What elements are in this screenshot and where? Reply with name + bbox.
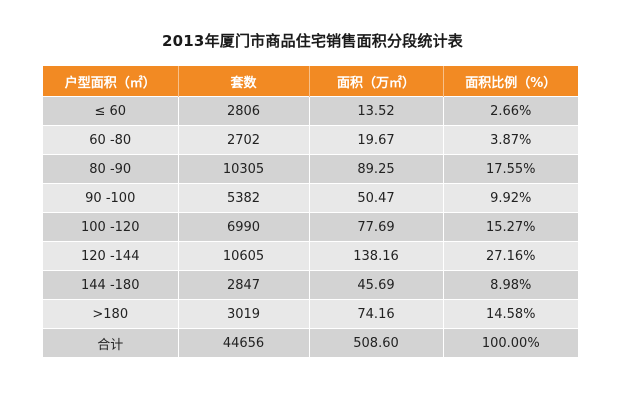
header-area-ratio: 面积比例（%） <box>443 66 578 97</box>
cell-unit-area: 90 -100 <box>43 183 179 213</box>
cell-area: 74.16 <box>309 299 444 329</box>
cell-unit-area: 100 -120 <box>43 212 179 242</box>
cell-units: 10605 <box>178 241 310 271</box>
page-title: 2013年厦门市商品住宅销售面积分段统计表 <box>162 32 463 50</box>
cell-unit-area: 80 -90 <box>43 154 179 184</box>
table-row: 90 -100 5382 50.47 9.92% <box>43 183 578 213</box>
cell-unit-area: 120 -144 <box>43 241 179 271</box>
cell-units: 44656 <box>178 328 310 357</box>
cell-units: 3019 <box>178 299 310 329</box>
cell-units: 2702 <box>178 125 310 155</box>
cell-unit-area: ≤ 60 <box>43 96 179 126</box>
cell-area-ratio: 100.00% <box>443 328 578 357</box>
cell-area: 50.47 <box>309 183 444 213</box>
cell-units: 10305 <box>178 154 310 184</box>
cell-units: 5382 <box>178 183 310 213</box>
cell-area: 19.67 <box>309 125 444 155</box>
header-area: 面积（万㎡） <box>309 66 444 97</box>
cell-unit-area: >180 <box>43 299 179 329</box>
header-row: 户型面积（㎡） 套数 面积（万㎡） 面积比例（%） <box>43 66 578 97</box>
cell-area: 13.52 <box>309 96 444 126</box>
table-row: 100 -120 6990 77.69 15.27% <box>43 212 578 242</box>
cell-area-ratio: 17.55% <box>443 154 578 184</box>
cell-units: 6990 <box>178 212 310 242</box>
header-unit-area: 户型面积（㎡） <box>43 66 179 97</box>
cell-area: 89.25 <box>309 154 444 184</box>
table-row: 80 -90 10305 89.25 17.55% <box>43 154 578 184</box>
cell-units: 2847 <box>178 270 310 300</box>
table-row: ≤ 60 2806 13.52 2.66% <box>43 96 578 126</box>
table-row-total: 合计 44656 508.60 100.00% <box>43 328 578 357</box>
cell-area-ratio: 15.27% <box>443 212 578 242</box>
table-row: 60 -80 2702 19.67 3.87% <box>43 125 578 155</box>
header-units: 套数 <box>178 66 310 97</box>
cell-area: 77.69 <box>309 212 444 242</box>
table-header: 户型面积（㎡） 套数 面积（万㎡） 面积比例（%） <box>43 66 578 97</box>
cell-area: 138.16 <box>309 241 444 271</box>
cell-area-ratio: 3.87% <box>443 125 578 155</box>
table-body: ≤ 60 2806 13.52 2.66% 60 -80 2702 19.67 3.87% 80… <box>43 96 578 357</box>
table-row: 144 -180 2847 45.69 8.98% <box>43 270 578 300</box>
table-row: >180 3019 74.16 14.58% <box>43 299 578 329</box>
table-row: 120 -144 10605 138.16 27.16% <box>43 241 578 271</box>
cell-area-ratio: 9.92% <box>443 183 578 213</box>
cell-unit-area: 144 -180 <box>43 270 179 300</box>
cell-area-ratio: 8.98% <box>443 270 578 300</box>
cell-area-ratio: 27.16% <box>443 241 578 271</box>
cell-unit-area: 合计 <box>43 328 179 357</box>
cell-units: 2806 <box>178 96 310 126</box>
sales-area-table: 户型面积（㎡） 套数 面积（万㎡） 面积比例（%） ≤ 60 2806 13.52 2… <box>43 66 578 357</box>
cell-unit-area: 60 -80 <box>43 125 179 155</box>
cell-area: 45.69 <box>309 270 444 300</box>
cell-area-ratio: 14.58% <box>443 299 578 329</box>
cell-area: 508.60 <box>309 328 444 357</box>
cell-area-ratio: 2.66% <box>443 96 578 126</box>
